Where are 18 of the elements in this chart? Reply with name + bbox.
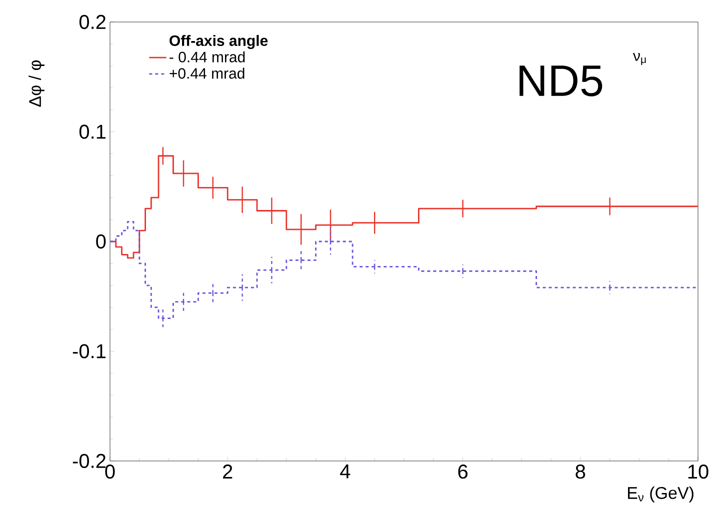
x-axis-title: E$_{ν}$ (GeV) — [628, 486, 694, 502]
legend-title: Off-axis angle — [170, 34, 268, 50]
annotation: ν$_{μ}$ — [632, 52, 646, 66]
legend-label: +0.44 mrad — [170, 68, 244, 79]
legend-label: - 0.44 mrad — [170, 51, 245, 62]
annotation: ND5 — [520, 66, 602, 96]
x-tick-label: 6 — [458, 464, 468, 479]
x-tick-label: 4 — [340, 464, 350, 478]
y-axis-title: Δφ / φ — [28, 60, 44, 107]
x-tick-label: 2 — [223, 464, 232, 478]
y-tick-label: -0.1 — [72, 344, 106, 358]
y-tick-label: 0.1 — [79, 124, 106, 139]
x-tick-label: 10 — [688, 464, 708, 479]
y-tick-label: 0.2 — [79, 14, 106, 30]
x-tick-label: 0 — [105, 464, 115, 479]
y-tick-label: 0 — [96, 234, 106, 249]
x-tick-label: 8 — [576, 464, 586, 479]
y-tick-label: -0.2 — [72, 454, 106, 468]
